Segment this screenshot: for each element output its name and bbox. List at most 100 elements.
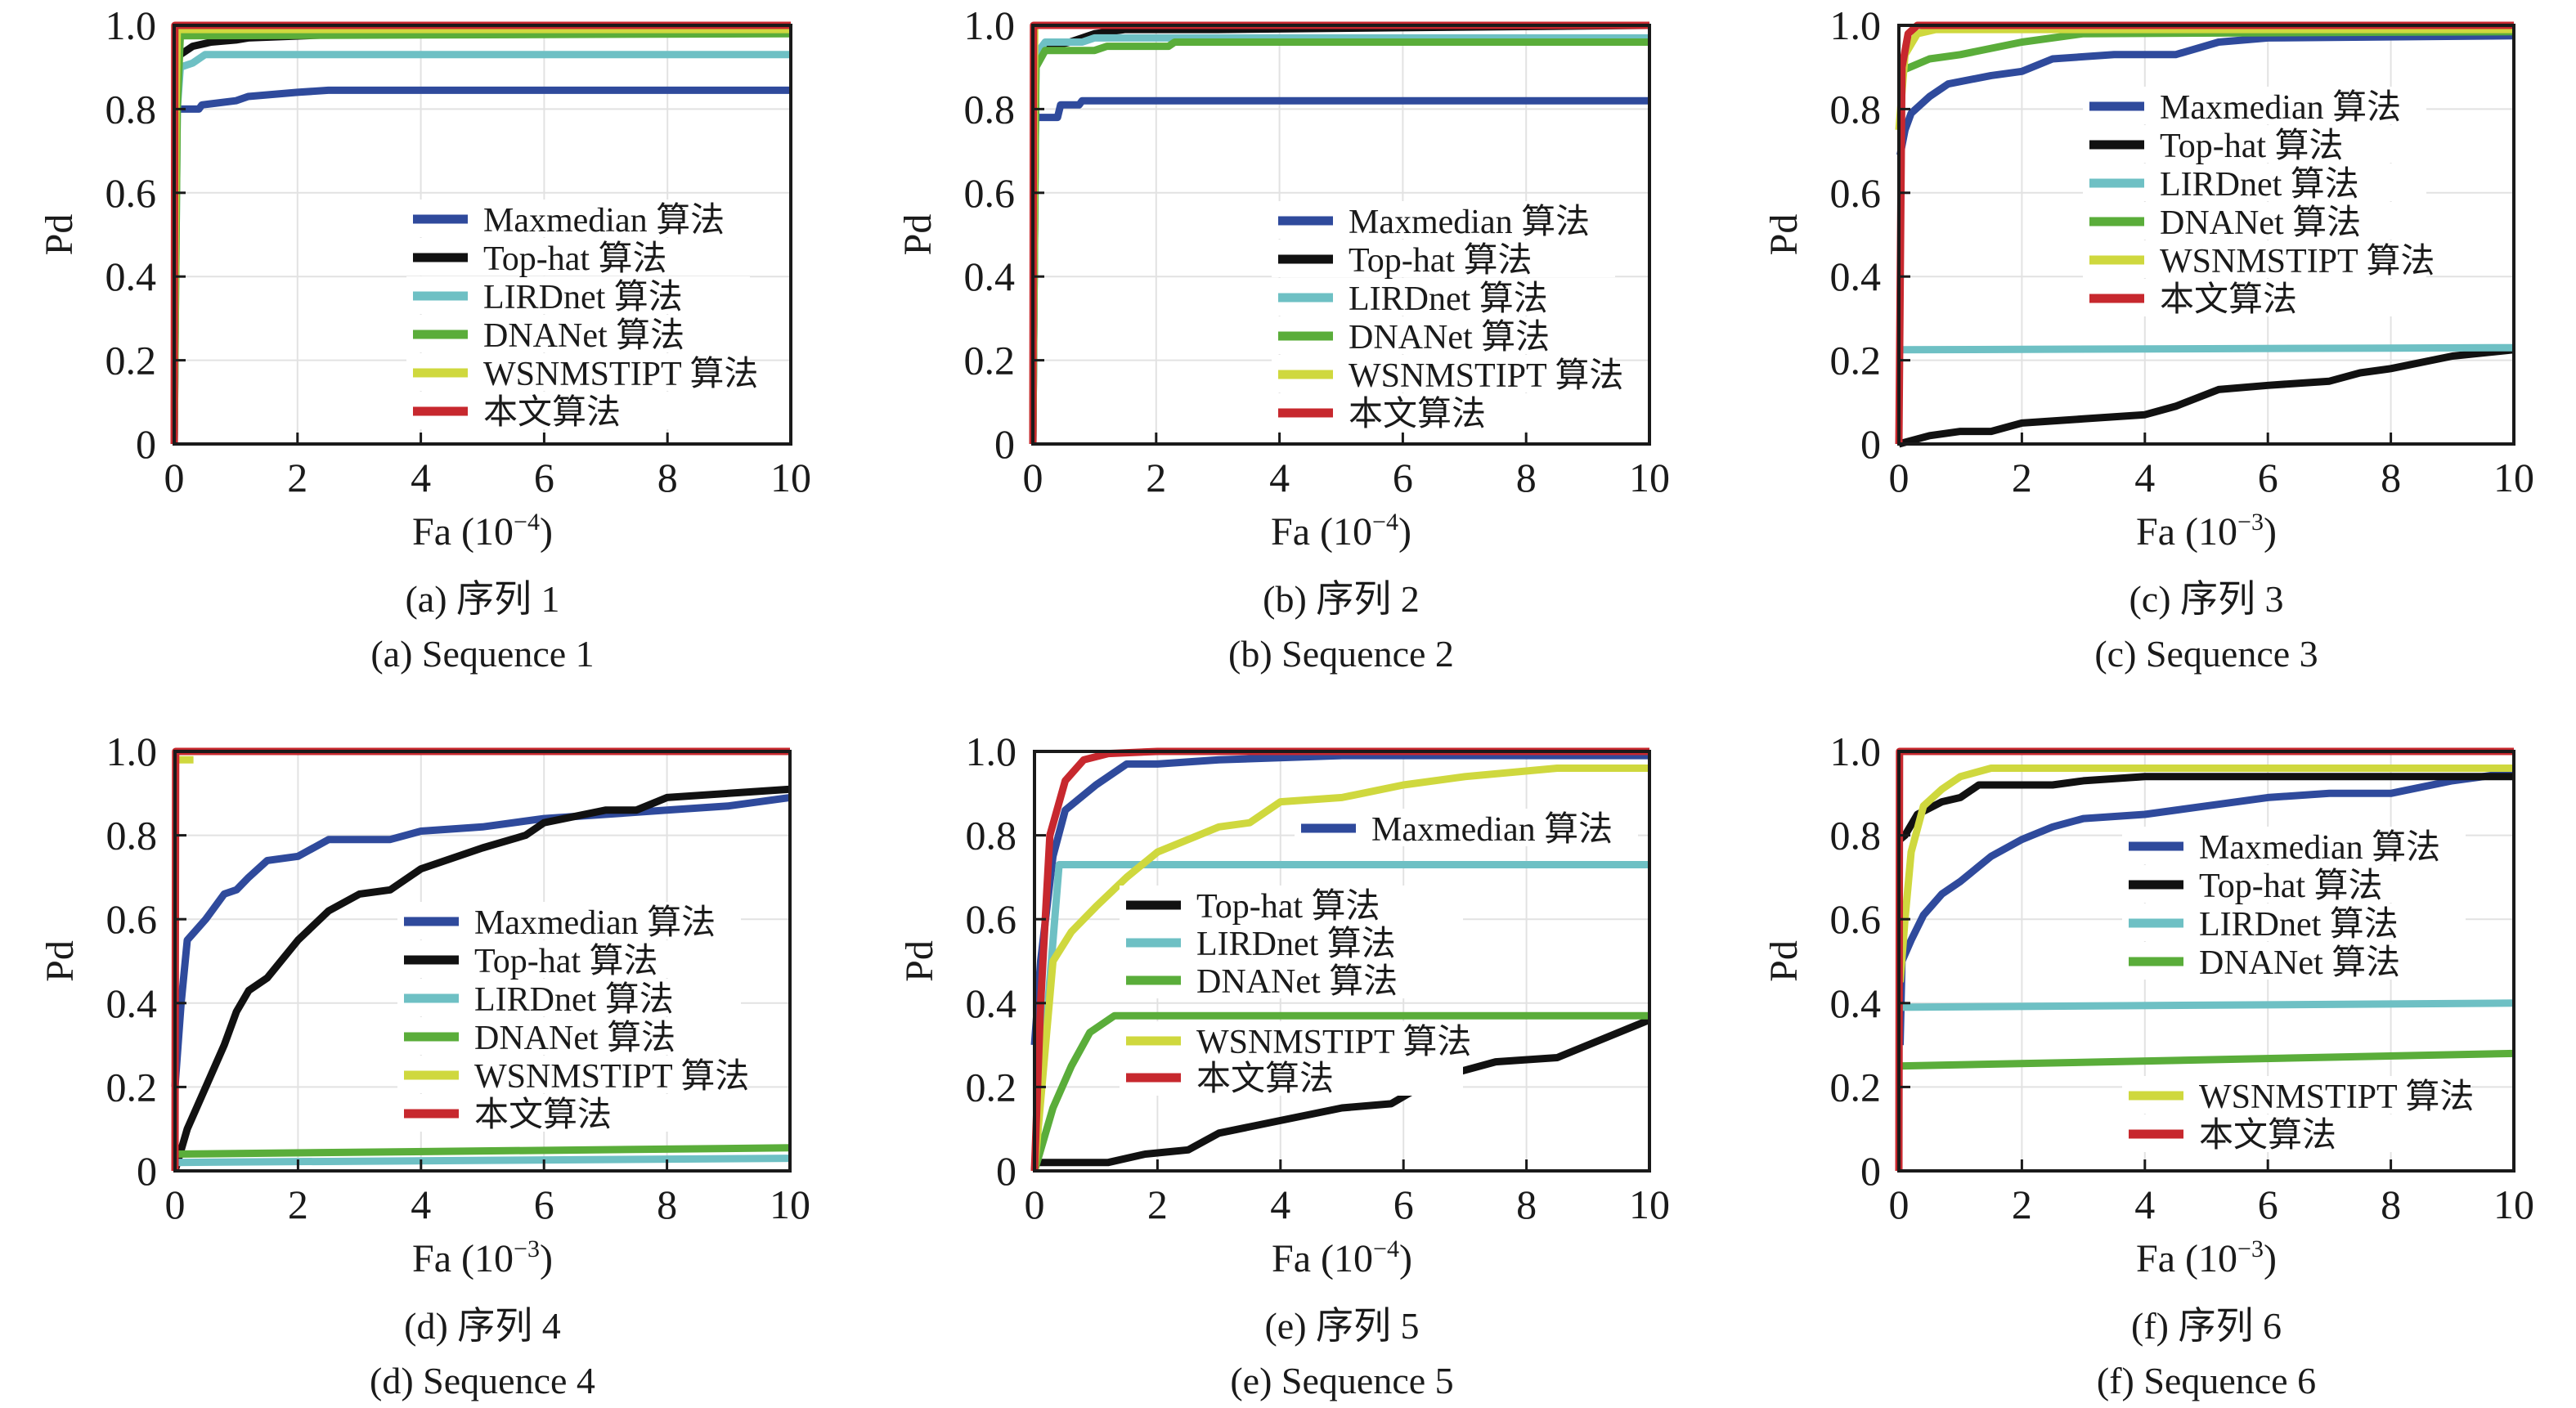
x-axis-label-base: Fa (10 — [1272, 1237, 1373, 1280]
legend-label: WSNMSTIPT 算法 — [1349, 357, 1623, 395]
y-tick-label: 0.8 — [105, 86, 157, 132]
y-tick-label: 1.0 — [966, 729, 1017, 774]
legend-label: LIRDnet 算法 — [2160, 166, 2359, 204]
series-line-top-hat — [1897, 773, 2514, 843]
y-axis-label: Pd — [896, 214, 940, 256]
series-line-dnanet — [1898, 28, 2515, 75]
y-tick-label: 0.8 — [1830, 813, 1882, 859]
x-tick-label: 8 — [657, 1182, 677, 1227]
x-axis-label-close: ) — [1398, 510, 1411, 554]
x-tick-label: 8 — [2381, 455, 2401, 500]
y-tick-label: 0.8 — [966, 813, 1017, 859]
caption-en: (f) Sequence 6 — [2097, 1360, 2316, 1401]
x-tick-label: 8 — [657, 455, 678, 500]
x-tick-label: 0 — [1023, 455, 1043, 500]
x-tick-label: 6 — [1393, 455, 1413, 500]
x-axis-label-close: ) — [540, 1237, 553, 1280]
legend-label: 本文算法 — [483, 393, 621, 432]
chart-panel-a: 0 2 4 6 8 10 0 0.2 0.4 0.6 0.8 1.0 Pd Fa (10−4) (a) 序列… — [38, 2, 811, 675]
legend-label: Top-hat 算法 — [1349, 242, 1533, 280]
x-tick-label: 4 — [411, 455, 431, 500]
x-tick-label: 8 — [1516, 455, 1537, 500]
x-tick-label: 0 — [165, 1182, 186, 1227]
y-tick-label: 0.2 — [966, 1064, 1017, 1110]
series-line-maxmedian — [1896, 769, 2515, 1046]
y-tick-label: 0.4 — [1830, 253, 1882, 299]
legend-label: 本文算法 — [2199, 1116, 2336, 1155]
legend-label: Maxmedian 算法 — [474, 904, 716, 942]
x-axis-label-exponent: −4 — [1372, 509, 1398, 536]
chart-panel-e: 0 2 4 6 8 10 0 0.2 0.4 0.6 0.8 1.0 Pd Fa (10−4) (e) 序列… — [898, 729, 1670, 1401]
plot-frame — [1897, 24, 2515, 446]
x-axis-label-base: Fa (10 — [2136, 510, 2237, 554]
x-tick-label: 0 — [164, 455, 185, 500]
x-tick-label: 10 — [1629, 455, 1670, 500]
legend-label: Maxmedian 算法 — [2160, 89, 2401, 127]
series-line-lirdnet — [174, 1155, 791, 1167]
legend-label: Top-hat 算法 — [2199, 868, 2383, 905]
x-axis-label: Fa (10−3) — [412, 1235, 553, 1280]
legend-label: Maxmedian 算法 — [1371, 811, 1613, 849]
legend-label: Top-hat 算法 — [474, 943, 658, 980]
series-line-lirdnet — [1898, 999, 2515, 1011]
series-line-maxmedian — [1033, 96, 1649, 122]
legend-label: WSNMSTIPT 算法 — [474, 1058, 749, 1096]
x-tick-label: 6 — [2258, 455, 2278, 500]
legend-label: 本文算法 — [2160, 280, 2297, 319]
series-line-maxmedian — [1896, 32, 2515, 156]
y-tick-label: 0.4 — [105, 253, 157, 299]
y-tick-label: 0.4 — [1830, 980, 1882, 1026]
series-line-top-hat — [1897, 346, 2515, 448]
y-tick-label: 0.6 — [964, 170, 1016, 216]
x-tick-label: 2 — [288, 1182, 308, 1227]
legend-label: WSNMSTIPT 算法 — [1196, 1024, 1471, 1061]
y-tick-label: 0.8 — [1830, 86, 1882, 132]
series-line-dnanet — [1030, 1011, 1649, 1173]
y-tick-label: 0.8 — [964, 86, 1016, 132]
x-tick-label: 6 — [534, 455, 554, 500]
y-tick-label: 0.6 — [106, 896, 158, 942]
y-tick-label: 0.2 — [105, 338, 157, 383]
legend-label: LIRDnet 算法 — [2199, 906, 2399, 944]
y-tick-label: 0.6 — [1830, 896, 1882, 942]
y-tick-label: 0 — [137, 1148, 157, 1194]
y-axis-label: Pd — [38, 940, 82, 982]
x-tick-label: 2 — [2012, 1182, 2032, 1227]
caption-en: (c) Sequence 3 — [2094, 633, 2318, 675]
x-tick-label: 8 — [2381, 1182, 2401, 1227]
y-tick-label: 0 — [136, 421, 156, 467]
chart-panel-c: 0 2 4 6 8 10 0 0.2 0.4 0.6 0.8 1.0 Pd Fa (10−3) (c) 序列… — [1762, 2, 2534, 675]
x-tick-label: 4 — [2134, 455, 2155, 500]
caption-cn: (b) 序列 2 — [1263, 578, 1420, 620]
x-tick-label: 2 — [2012, 455, 2032, 500]
series-line-dnanet — [174, 1144, 791, 1158]
x-axis-label: Fa (10−3) — [2136, 509, 2277, 554]
x-axis-label: Fa (10−3) — [2136, 1235, 2277, 1280]
legend-label: DNANet 算法 — [1349, 319, 1550, 356]
x-tick-label: 10 — [770, 1182, 810, 1227]
x-axis-label: Fa (10−4) — [1271, 509, 1411, 554]
series-line-wsnmstipt — [1896, 765, 2514, 983]
caption-cn: (d) 序列 4 — [404, 1305, 561, 1347]
y-tick-label: 0.4 — [106, 980, 158, 1026]
x-tick-label: 2 — [287, 455, 307, 500]
series-line-dnanet — [1898, 1049, 2515, 1070]
legend-label: Top-hat 算法 — [483, 240, 667, 278]
legend-label: Maxmedian 算法 — [483, 202, 725, 240]
legend-label: DNANet 算法 — [474, 1020, 675, 1057]
x-axis-label: Fa (10−4) — [1272, 1235, 1412, 1280]
x-tick-label: 6 — [534, 1182, 554, 1227]
legend-label: LIRDnet 算法 — [1196, 926, 1396, 963]
legend-label: 本文算法 — [474, 1096, 612, 1134]
x-tick-label: 2 — [1147, 1182, 1168, 1227]
x-tick-label: 10 — [2493, 455, 2534, 500]
x-tick-label: 4 — [411, 1182, 431, 1227]
chart-panel-d: 0 2 4 6 8 10 0 0.2 0.4 0.6 0.8 1.0 Pd Fa (10−3) (d) 序列… — [38, 729, 810, 1401]
x-axis-label-exponent: −3 — [2237, 509, 2264, 536]
series-line-lirdnet — [1898, 343, 2515, 354]
x-axis-label-base: Fa (10 — [1271, 510, 1372, 554]
legend-label: WSNMSTIPT 算法 — [483, 356, 758, 393]
x-tick-label: 0 — [1889, 1182, 1910, 1227]
